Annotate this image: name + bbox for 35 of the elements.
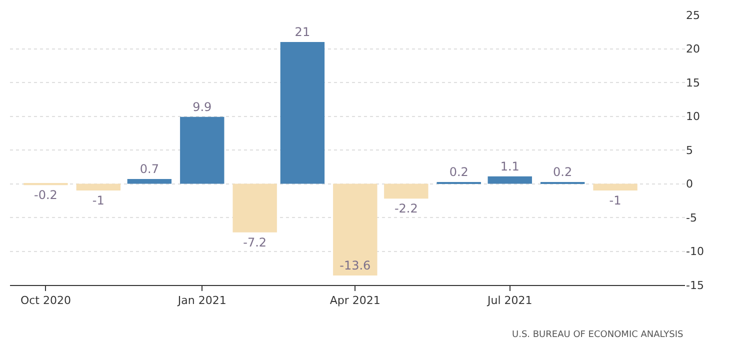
bar (333, 184, 378, 276)
data-label: -0.2 (34, 188, 58, 202)
data-label: 0.7 (140, 162, 159, 176)
data-label: 0.2 (449, 165, 468, 179)
data-label: -2.2 (394, 202, 418, 216)
y-tick-label: -15 (686, 278, 704, 292)
data-label: 9.9 (192, 100, 212, 114)
x-tick-label: Apr 2021 (330, 294, 380, 308)
x-tick-label: Jan 2021 (176, 294, 226, 308)
bar (488, 176, 532, 184)
data-label: -13.6 (340, 258, 371, 273)
bar (180, 116, 224, 184)
bar (384, 184, 428, 199)
y-tick-label: 5 (686, 144, 693, 157)
bar (127, 179, 172, 184)
y-tick-label: 0 (686, 178, 693, 191)
bar (280, 42, 325, 184)
y-tick-label: 15 (686, 76, 700, 90)
data-label: 21 (294, 25, 310, 39)
data-label: -1 (609, 194, 622, 208)
bar (593, 184, 638, 190)
y-tick-label: 20 (686, 42, 700, 56)
bar (232, 184, 277, 232)
y-tick-label: 25 (686, 8, 700, 22)
text: U.S. BUREAU OF ECONOMIC ANALYSIS (512, 330, 684, 340)
data-label: -7.2 (243, 235, 267, 250)
x-tick-label: Jul 2021 (486, 294, 532, 308)
data-label: 1.1 (500, 159, 520, 174)
y-tick-label: 10 (686, 110, 700, 124)
data-label: -1 (92, 194, 104, 208)
bar (76, 184, 121, 190)
x-tick-label: Oct 2020 (20, 294, 71, 308)
data-label: 0.2 (553, 165, 572, 179)
y-tick-label: -5 (686, 211, 697, 224)
y-tick-label: -10 (686, 245, 704, 258)
